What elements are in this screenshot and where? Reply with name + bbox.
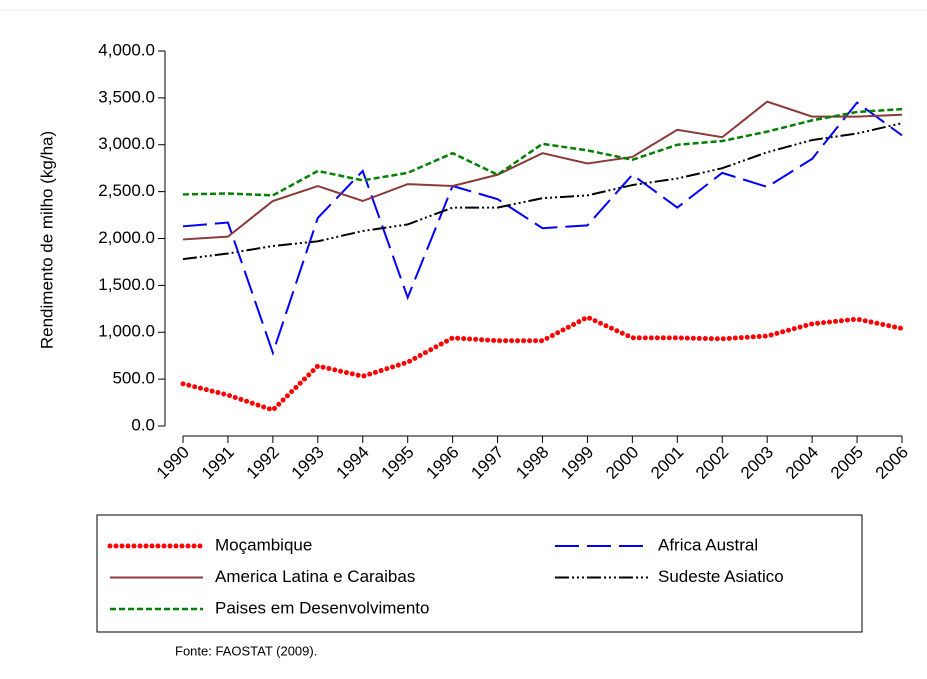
series-line [182, 101, 903, 356]
x-tick-label: 1990 [153, 443, 193, 483]
x-tick-label: 1992 [243, 443, 283, 483]
y-tick-label: 4,000.0 [98, 40, 155, 59]
legend-label: Paises em Desenvolvimento [215, 598, 429, 617]
y-tick-label: 2,000.0 [98, 228, 155, 247]
legend-label: Africa Austral [658, 535, 758, 554]
x-tick-label: 1997 [467, 443, 507, 483]
series-line [182, 100, 903, 241]
x-tick-label: 2002 [692, 443, 732, 483]
x-tick-label: 1991 [198, 443, 238, 483]
legend-label: Moçambique [215, 535, 312, 554]
x-tick-label: 1995 [378, 443, 418, 483]
series-line [182, 122, 903, 261]
x-tick-label: 2003 [737, 443, 777, 483]
x-tick-label: 1998 [512, 443, 552, 483]
series-line [182, 107, 903, 197]
y-tick-label: 3,500.0 [98, 87, 155, 106]
x-tick-label: 1996 [422, 443, 462, 483]
x-tick-label: 1999 [557, 443, 597, 483]
y-tick-label: 3,000.0 [98, 134, 155, 153]
y-tick-label: 500.0 [112, 369, 155, 388]
x-tick-label: 2005 [827, 443, 867, 483]
y-tick-label: 2,500.0 [98, 181, 155, 200]
legend-label: Sudeste Asiatico [658, 567, 784, 586]
x-tick-label: 1993 [288, 443, 328, 483]
x-tick-label: 2004 [782, 443, 822, 483]
x-tick-label: 1994 [333, 443, 373, 483]
y-axis-title: Rendimento de milho (kg/ha) [37, 131, 56, 349]
source-note: Fonte: FAOSTAT (2009). [175, 643, 317, 658]
x-tick-label: 2001 [647, 443, 687, 483]
x-tick-label: 2000 [602, 443, 642, 483]
y-tick-label: 1,500.0 [98, 275, 155, 294]
y-tick-label: 1,000.0 [98, 322, 155, 341]
legend-label: America Latina e Caraibas [215, 567, 415, 586]
series-line [180, 314, 905, 413]
x-tick-label: 2006 [872, 443, 912, 483]
legend-box [96, 514, 863, 633]
y-tick-label: 0.0 [131, 415, 155, 434]
